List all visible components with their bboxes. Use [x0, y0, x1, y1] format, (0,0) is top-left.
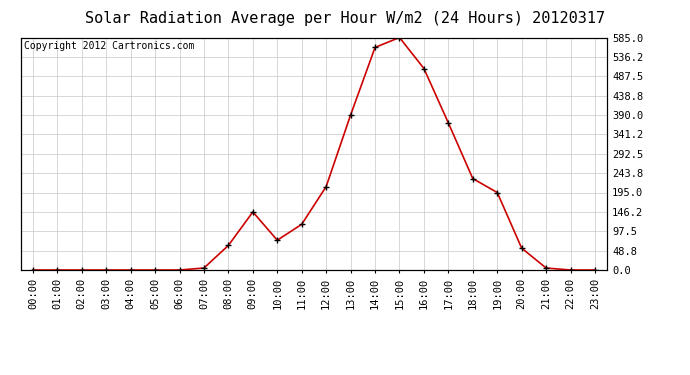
Text: Solar Radiation Average per Hour W/m2 (24 Hours) 20120317: Solar Radiation Average per Hour W/m2 (2…: [85, 11, 605, 26]
Text: Copyright 2012 Cartronics.com: Copyright 2012 Cartronics.com: [23, 41, 194, 51]
